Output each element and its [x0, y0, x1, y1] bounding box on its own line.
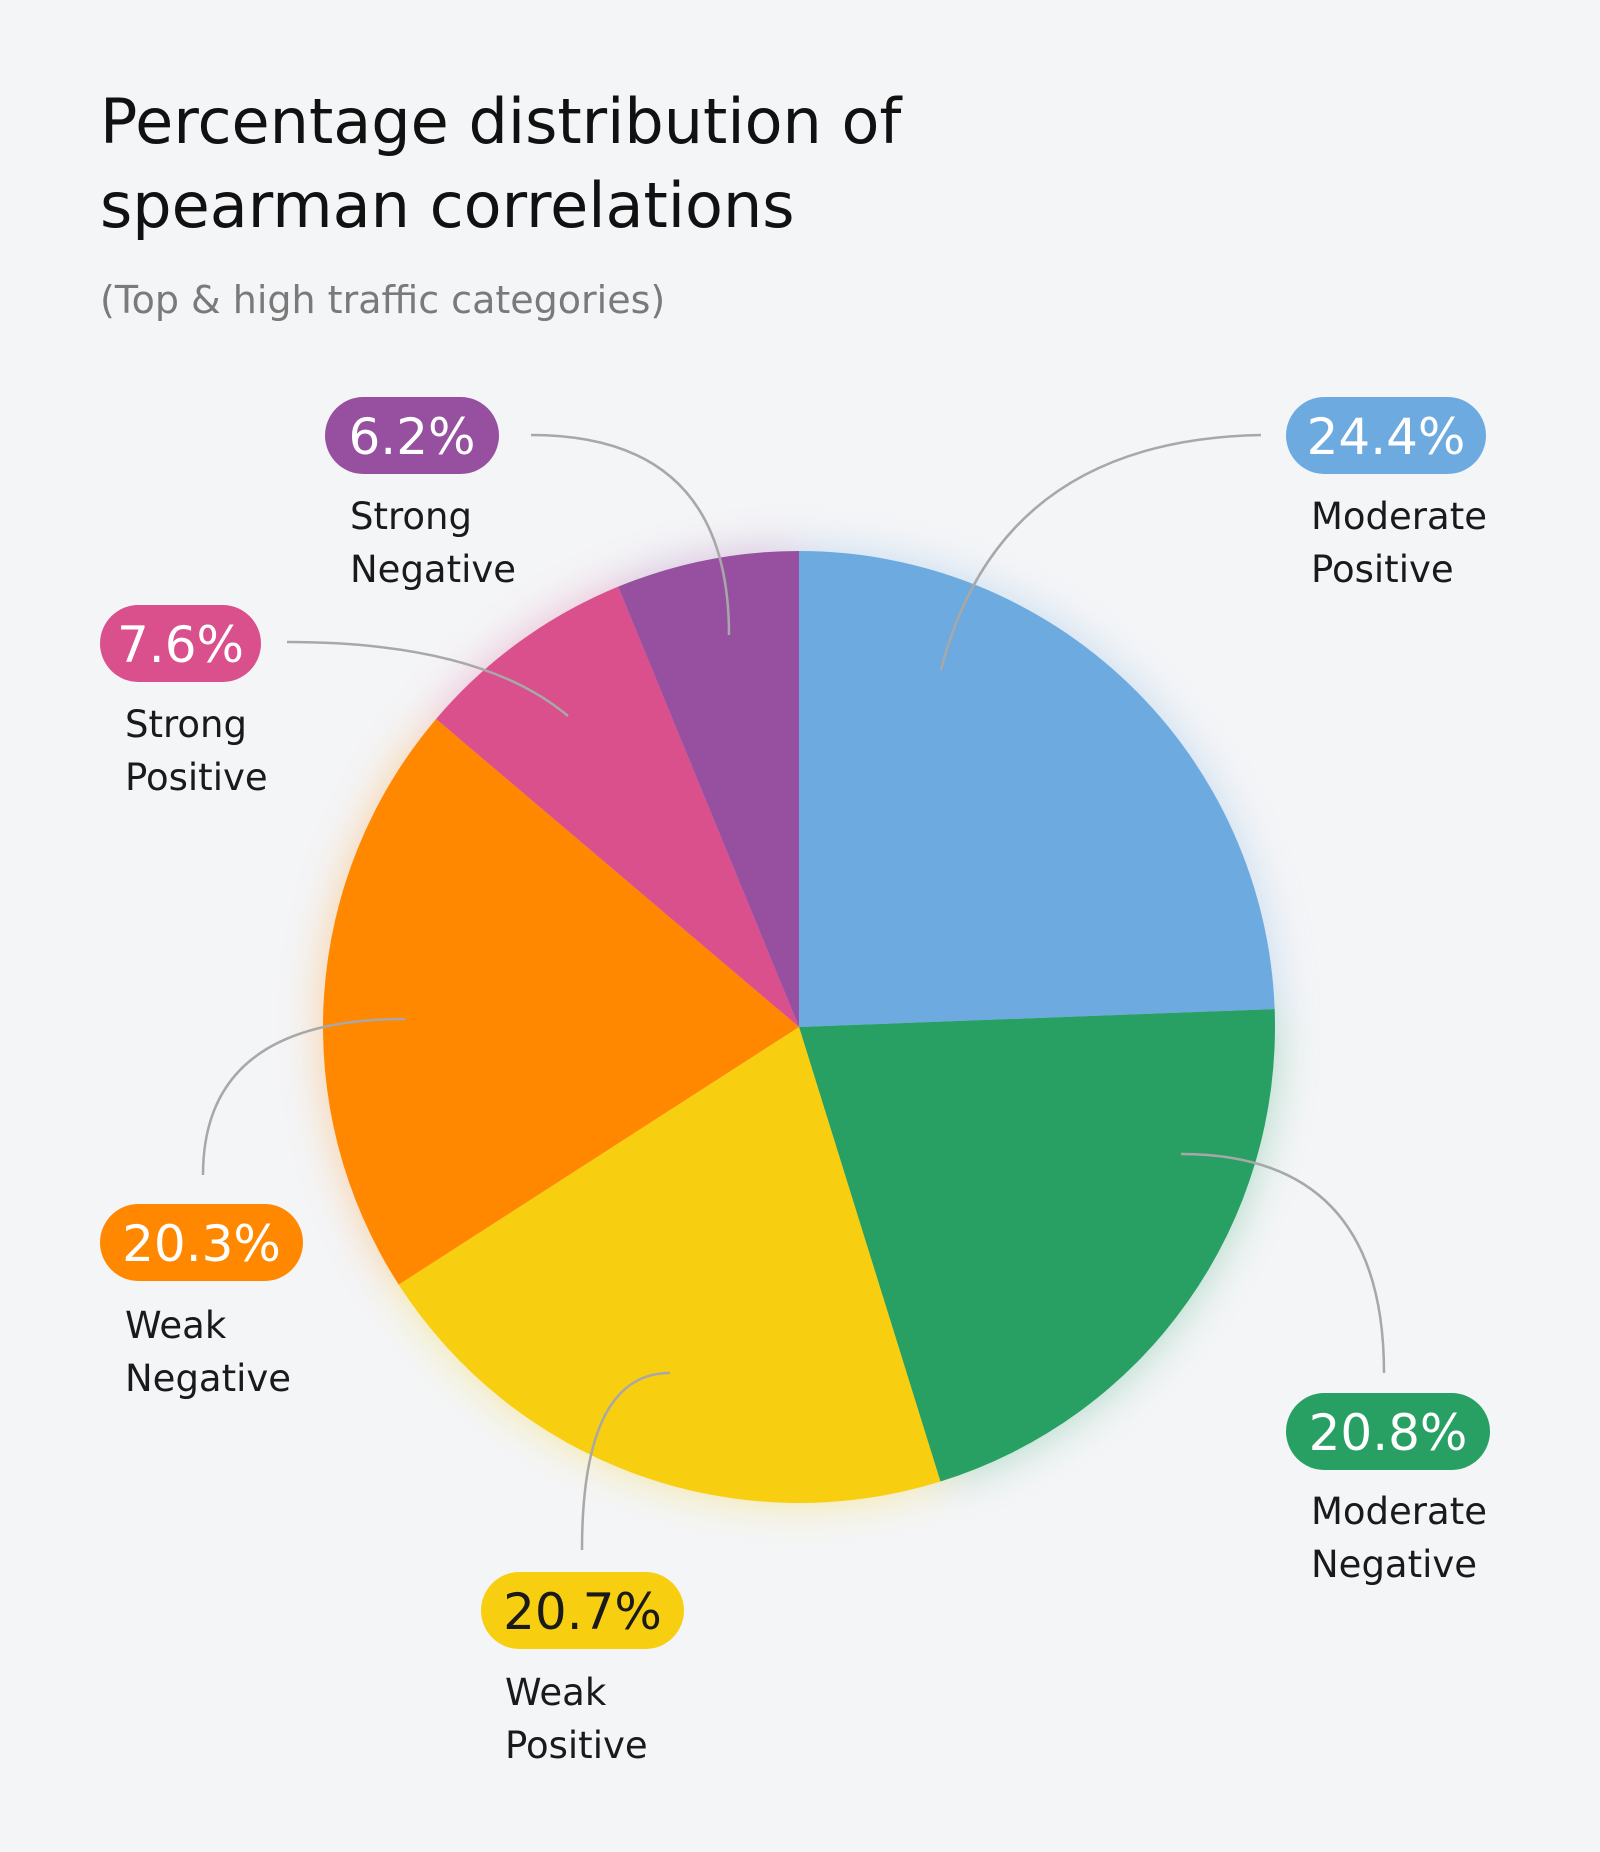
- leaders: [201, 433, 1386, 1551]
- value-pill: [481, 1572, 684, 1649]
- category-label: Weak Positive: [505, 1671, 648, 1767]
- category-label: Moderate Positive: [1311, 495, 1487, 591]
- value-pill: [1286, 1393, 1490, 1470]
- slice: [322, 719, 799, 1285]
- slice: [618, 551, 799, 1027]
- category-label: Strong Positive: [125, 703, 268, 799]
- value-label: 6.2%: [348, 408, 475, 466]
- slice: [436, 586, 799, 1027]
- category-label: Moderate Negative: [1311, 1490, 1487, 1586]
- value-pill: [1286, 397, 1486, 474]
- value-label: 24.4%: [1307, 408, 1466, 466]
- value-label: 20.3%: [122, 1215, 281, 1273]
- leader-line: [580, 1371, 671, 1551]
- category-label: Strong Negative: [350, 495, 517, 591]
- pie: [322, 551, 1275, 1503]
- value-pill: [100, 605, 261, 682]
- value-pill: [100, 1204, 303, 1281]
- leader-line: [286, 640, 569, 717]
- pills: 24.4% 20.8% 20.7% 20.3% 7.6% 6.2%: [100, 397, 1490, 1649]
- slice: [799, 551, 1275, 1027]
- leader-line: [1180, 1152, 1386, 1374]
- value-label: 20.7%: [503, 1583, 662, 1641]
- leader-line: [201, 1017, 406, 1176]
- chart-subtitle: (Top & high traffic categories): [100, 278, 666, 322]
- slice: [799, 1009, 1275, 1482]
- category-label: Weak Negative: [125, 1304, 292, 1400]
- chart-title: Percentage distribution of spearman corr…: [100, 85, 902, 242]
- value-label: 20.8%: [1309, 1404, 1468, 1462]
- slice: [398, 1027, 941, 1503]
- leader-line: [530, 433, 731, 636]
- value-pill: [325, 397, 499, 474]
- leader-line: [939, 433, 1262, 671]
- value-label: 7.6%: [117, 616, 244, 674]
